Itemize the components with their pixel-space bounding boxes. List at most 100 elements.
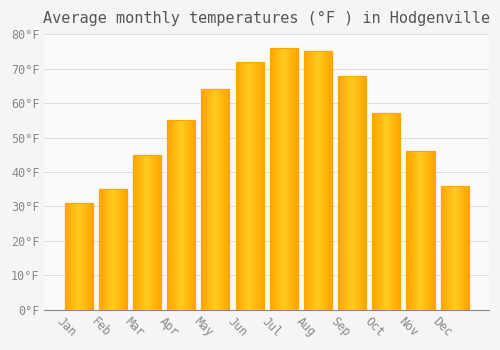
- Bar: [348, 76, 350, 310]
- Bar: [182, 120, 184, 310]
- Bar: [191, 120, 192, 310]
- Bar: [362, 76, 364, 310]
- Bar: [180, 120, 181, 310]
- Bar: [282, 48, 284, 310]
- Bar: [203, 89, 204, 310]
- Bar: [372, 113, 400, 310]
- Bar: [412, 151, 414, 310]
- Bar: [318, 51, 320, 310]
- Bar: [294, 48, 295, 310]
- Bar: [418, 151, 419, 310]
- Bar: [296, 48, 298, 310]
- Bar: [188, 120, 190, 310]
- Bar: [74, 203, 76, 310]
- Bar: [466, 186, 468, 310]
- Bar: [364, 76, 366, 310]
- Bar: [416, 151, 418, 310]
- Bar: [70, 203, 72, 310]
- Bar: [288, 48, 290, 310]
- Bar: [398, 113, 399, 310]
- Bar: [66, 203, 68, 310]
- Bar: [251, 62, 252, 310]
- Bar: [160, 155, 161, 310]
- Bar: [281, 48, 282, 310]
- Bar: [113, 189, 114, 310]
- Bar: [444, 186, 445, 310]
- Bar: [284, 48, 285, 310]
- Bar: [424, 151, 426, 310]
- Bar: [68, 203, 69, 310]
- Bar: [382, 113, 384, 310]
- Bar: [456, 186, 458, 310]
- Bar: [154, 155, 156, 310]
- Bar: [255, 62, 256, 310]
- Bar: [252, 62, 254, 310]
- Bar: [406, 151, 408, 310]
- Bar: [110, 189, 112, 310]
- Bar: [440, 186, 468, 310]
- Bar: [330, 51, 332, 310]
- Bar: [376, 113, 378, 310]
- Bar: [356, 76, 358, 310]
- Bar: [274, 48, 276, 310]
- Bar: [277, 48, 278, 310]
- Bar: [254, 62, 255, 310]
- Bar: [328, 51, 329, 310]
- Bar: [359, 76, 360, 310]
- Bar: [177, 120, 178, 310]
- Bar: [241, 62, 242, 310]
- Bar: [326, 51, 328, 310]
- Bar: [454, 186, 456, 310]
- Bar: [184, 120, 186, 310]
- Bar: [329, 51, 330, 310]
- Bar: [433, 151, 434, 310]
- Bar: [224, 89, 225, 310]
- Title: Average monthly temperatures (°F ) in Hodgenville: Average monthly temperatures (°F ) in Ho…: [43, 11, 490, 26]
- Bar: [320, 51, 321, 310]
- Bar: [168, 120, 170, 310]
- Bar: [380, 113, 382, 310]
- Bar: [221, 89, 222, 310]
- Bar: [202, 89, 230, 310]
- Bar: [430, 151, 432, 310]
- Bar: [460, 186, 462, 310]
- Bar: [338, 76, 366, 310]
- Bar: [390, 113, 392, 310]
- Bar: [270, 48, 271, 310]
- Bar: [73, 203, 74, 310]
- Bar: [146, 155, 147, 310]
- Bar: [290, 48, 291, 310]
- Bar: [270, 48, 298, 310]
- Bar: [236, 62, 264, 310]
- Bar: [176, 120, 177, 310]
- Bar: [236, 62, 237, 310]
- Bar: [406, 151, 434, 310]
- Bar: [158, 155, 160, 310]
- Bar: [350, 76, 352, 310]
- Bar: [316, 51, 318, 310]
- Bar: [304, 51, 332, 310]
- Bar: [458, 186, 459, 310]
- Bar: [448, 186, 449, 310]
- Bar: [156, 155, 157, 310]
- Bar: [386, 113, 388, 310]
- Bar: [84, 203, 86, 310]
- Bar: [237, 62, 238, 310]
- Bar: [392, 113, 394, 310]
- Bar: [240, 62, 241, 310]
- Bar: [385, 113, 386, 310]
- Bar: [440, 186, 468, 310]
- Bar: [106, 189, 108, 310]
- Bar: [414, 151, 415, 310]
- Bar: [352, 76, 354, 310]
- Bar: [78, 203, 80, 310]
- Bar: [136, 155, 137, 310]
- Bar: [192, 120, 194, 310]
- Bar: [426, 151, 428, 310]
- Bar: [64, 203, 92, 310]
- Bar: [174, 120, 176, 310]
- Bar: [210, 89, 211, 310]
- Bar: [217, 89, 218, 310]
- Bar: [428, 151, 429, 310]
- Bar: [143, 155, 144, 310]
